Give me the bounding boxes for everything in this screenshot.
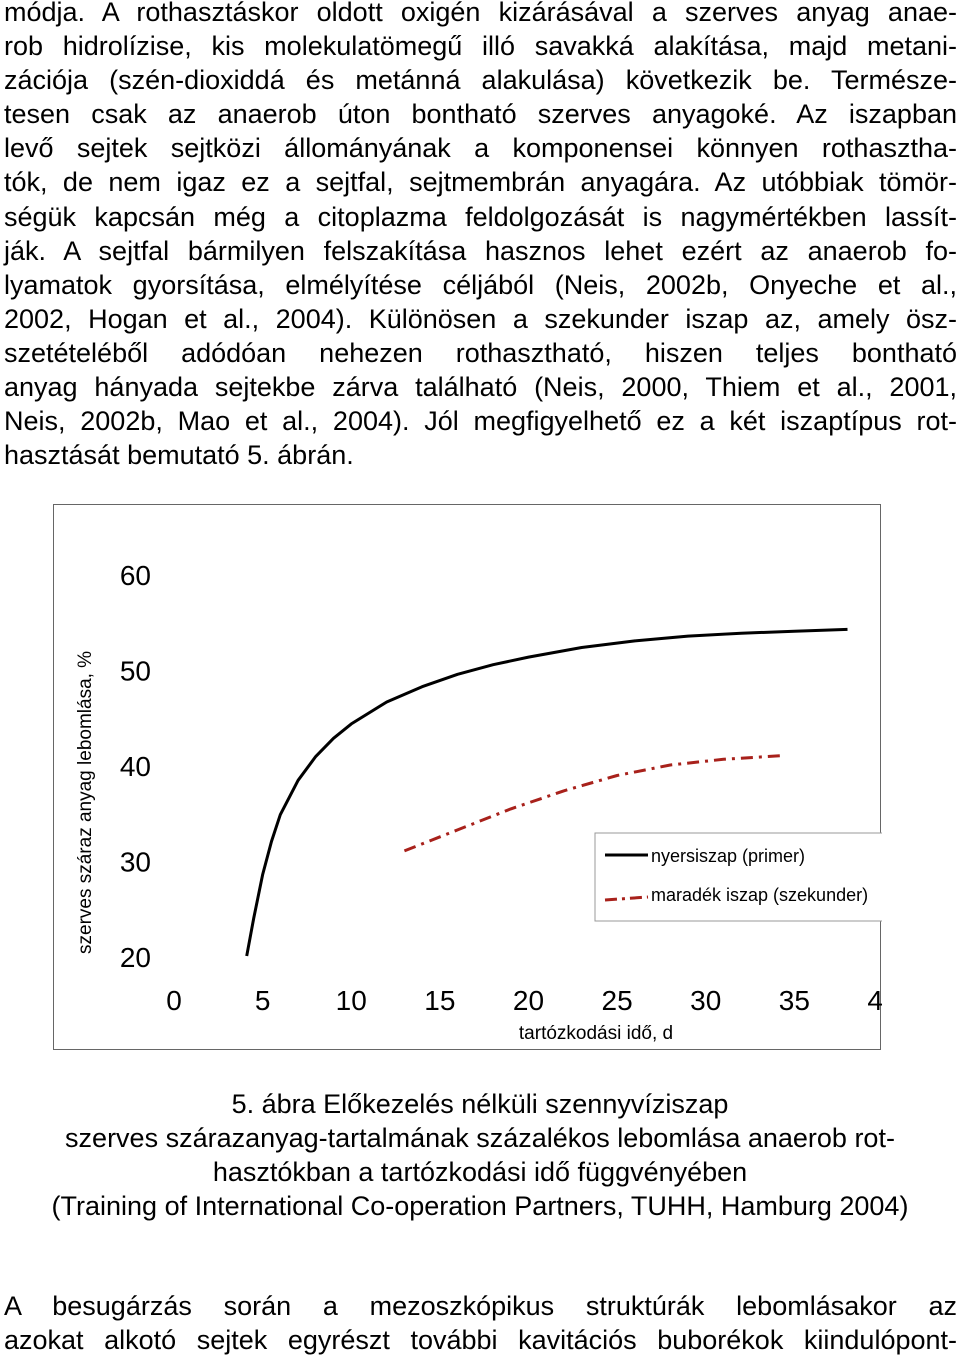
x-tick-label: 40: [867, 985, 882, 1016]
body-paragraph-1: módja. A rothasztáskor oldott oxigén kiz…: [4, 0, 957, 472]
text-line: anyag hányada sejtekbe zárva található (…: [4, 372, 957, 403]
text-line: hasztását bemutató 5. ábrán.: [4, 440, 354, 471]
legend-label-szekunder: maradék iszap (szekunder): [651, 885, 868, 905]
text-line: zációja (szén-dioxiddá és metánná alakul…: [4, 65, 957, 96]
legend: nyersiszap (primer) maradék iszap (szeku…: [594, 832, 882, 922]
text-line: lyamatok gyorsítása, elmélyítése céljábó…: [4, 269, 957, 300]
series-line-szekunder: [403, 753, 786, 853]
text-line: 2002, Hogan et al., 2004). Különösen a s…: [4, 303, 957, 334]
x-axis-label: tartózkodási idő, d: [519, 1023, 673, 1044]
y-tick-label: 40: [120, 751, 151, 782]
y-tick-label: 30: [120, 847, 151, 878]
figure-frame: 20 30 40 50 60 0 5 10 15 20 25 30 35 40 szerves szára…: [53, 504, 882, 1050]
caption-line-1: 5. ábra Előkezelés nélküli szennyvízisza…: [231, 1089, 729, 1119]
body-paragraph-2: A besugárzás során a mezoszkópikus struk…: [4, 1289, 957, 1357]
text-line: azokat alkotó sejtek egyrészt további ka…: [4, 1325, 957, 1356]
text-line: módja. A rothasztáskor oldott oxigén kiz…: [4, 0, 957, 27]
chart: 20 30 40 50 60 0 5 10 15 20 25 30 35 40 szerves szára…: [75, 560, 882, 1044]
y-tick-label: 60: [120, 560, 151, 591]
x-tick-label: 10: [336, 985, 367, 1016]
text-line: A besugárzás során a mezoszkópikus struk…: [4, 1291, 957, 1321]
y-tick-label: 20: [120, 942, 151, 973]
series-line-primer: [245, 627, 848, 957]
legend-label-primer: nyersiszap (primer): [651, 846, 805, 866]
caption-line-4: (Training of International Co-operation …: [51, 1191, 909, 1221]
text-line: szetételéből adódóan nehezen rothaszthat…: [4, 337, 957, 368]
x-tick-label: 15: [424, 985, 455, 1016]
text-line: Neis, 2002b, Mao et al., 2004). Jól megf…: [4, 406, 957, 437]
caption-line-3: hasztókban a tartózkodási idő függvényéb…: [212, 1157, 748, 1187]
text-line: rob hidrolízise, kis molekulatömegű illó…: [4, 31, 957, 62]
text-line: levő sejtek sejtközi állományának a komp…: [4, 133, 957, 164]
x-tick-label: 25: [602, 985, 633, 1016]
legend-box: [594, 832, 882, 922]
x-tick-label: 20: [513, 985, 544, 1016]
x-tick-label: 30: [690, 985, 721, 1016]
caption-line-2: szerves szárazanyag-tartalmának százalék…: [65, 1123, 895, 1153]
x-tick-label: 5: [255, 985, 271, 1016]
text-line: tók, de nem igaz ez a sejtfal, sejtmembr…: [4, 167, 957, 198]
text-line: tesen csak az anaerob úton bontható szer…: [4, 99, 957, 130]
x-tick-label: 0: [166, 985, 182, 1016]
y-axis-label: szerves száraz anyag lebomlása, %: [75, 651, 96, 954]
legend-swatch-szekunder: [604, 895, 649, 902]
y-tick-label: 50: [120, 656, 151, 687]
text-line: ségük kapcsán még a citoplazma feldolgoz…: [4, 201, 957, 232]
text-line: ják. A sejtfal bármilyen felszakítása ha…: [4, 235, 957, 266]
x-tick-label: 35: [779, 985, 810, 1016]
